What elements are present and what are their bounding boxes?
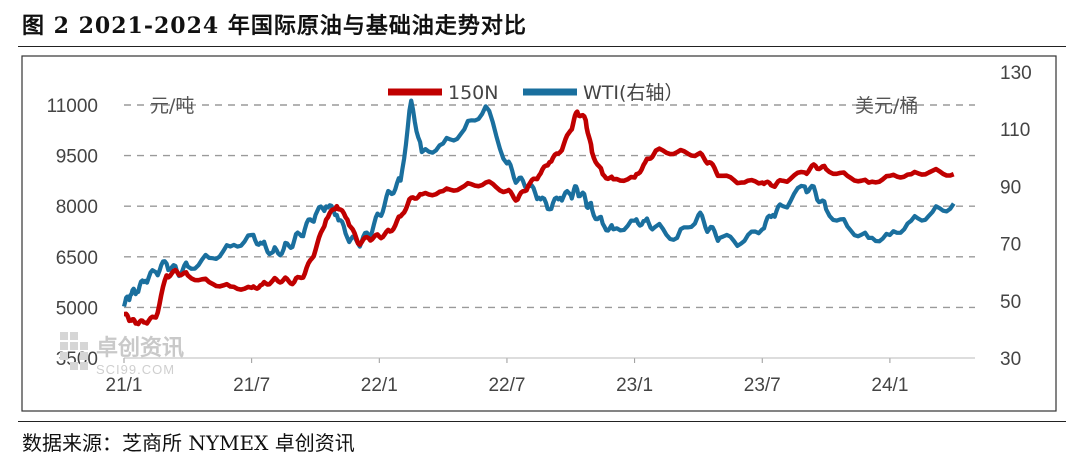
x-tick-label: 24/1 <box>871 375 908 396</box>
series-layer <box>121 98 956 327</box>
figure-title: 图 2 2021-2024 年国际原油与基础油走势对比 <box>22 13 527 39</box>
left-tick-label: 11000 <box>47 96 98 117</box>
series-line-wti <box>121 98 956 308</box>
left-tick-label: 5000 <box>56 298 98 319</box>
bottom-rule <box>18 421 1066 422</box>
x-tick-label: 23/7 <box>744 375 781 396</box>
plot-frame <box>21 55 1057 412</box>
right-tick-label: 70 <box>1000 235 1021 256</box>
right-tick-label: 130 <box>1000 63 1032 84</box>
right-tick-label: 110 <box>1000 120 1030 141</box>
right-axis-unit: 美元/桶 <box>855 95 918 117</box>
x-tick-label: 21/7 <box>233 375 270 396</box>
x-tick-label: 22/7 <box>488 375 525 396</box>
left-tick-label: 6500 <box>56 248 98 269</box>
x-axis-ticks: 21/1 21/7 22/1 22/7 23/1 23/7 24/1 <box>106 358 908 396</box>
watermark-subtext: SCI99.COM <box>96 362 175 377</box>
x-tick-label: 22/1 <box>361 375 398 396</box>
left-axis-unit: 元/吨 <box>150 95 194 117</box>
legend-label-wti: WTI(右轴） <box>583 82 683 104</box>
right-tick-label: 30 <box>1000 349 1021 370</box>
left-tick-label: 9500 <box>56 147 98 168</box>
watermark: 卓创资讯 SCI99.COM <box>60 332 184 377</box>
source-note: 数据来源：芝商所 NYMEX 卓创资讯 <box>22 431 355 455</box>
right-axis-ticks: 30 50 70 90 110 130 <box>1000 63 1032 370</box>
right-tick-label: 50 <box>1000 292 1021 313</box>
gridlines <box>124 104 975 309</box>
legend-label-150n: 150N <box>448 82 498 104</box>
left-tick-label: 8000 <box>56 197 98 218</box>
right-tick-label: 90 <box>1000 177 1021 198</box>
watermark-text: 卓创资讯 <box>96 336 184 361</box>
x-tick-label: 23/1 <box>616 375 653 396</box>
series-line-150n <box>122 109 955 327</box>
top-rule <box>18 46 1066 47</box>
legend: 150N WTI(右轴） <box>388 82 683 104</box>
x-tick-label: 21/1 <box>106 375 143 396</box>
watermark-logo-icon <box>60 332 88 370</box>
